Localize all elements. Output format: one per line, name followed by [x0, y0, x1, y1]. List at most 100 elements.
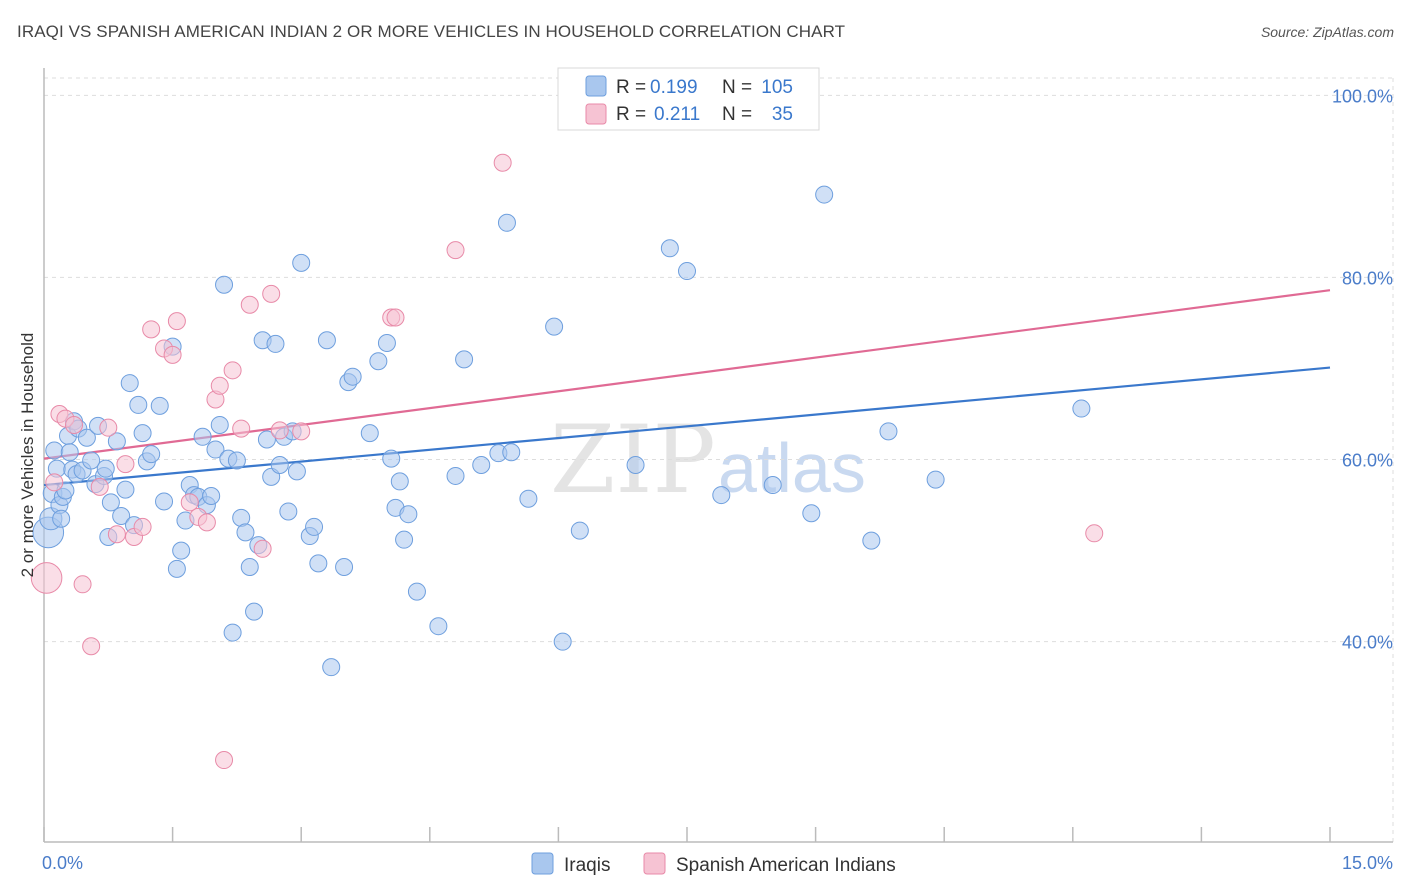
iraqi-point [155, 492, 174, 511]
x-tick-label-min: 0.0% [42, 853, 83, 873]
spanish-american-indian-point [386, 308, 405, 327]
iraqi-point [360, 424, 379, 443]
spanish-american-indian-point [90, 477, 109, 496]
y-tick-label: 40.0% [1342, 633, 1393, 653]
iraqi-point [497, 213, 516, 232]
iraqi-point [82, 451, 101, 470]
iraqi-point [626, 456, 645, 475]
iraqi-point [395, 530, 414, 549]
iraqi-point [150, 396, 169, 415]
spanish-american-indian-point [292, 422, 311, 441]
legend-swatch-iraqis [585, 75, 607, 97]
y-tick-label: 60.0% [1342, 451, 1393, 471]
iraqi-point [305, 517, 324, 536]
iraqi-point [455, 350, 474, 369]
iraqi-point [429, 617, 448, 636]
legend-bottom-label-iraqis: Iraqis [564, 855, 610, 876]
iraqi-trend-line [43, 366, 1331, 487]
legend-n-value-iraqis: 105 [761, 77, 793, 98]
spanish-american-indian-point [215, 751, 234, 770]
iraqi-point [206, 440, 225, 459]
legend-bottom-label-spanish-american-indians: Spanish American Indians [676, 855, 896, 876]
spanish-american-indian-point [73, 575, 92, 594]
grid-lines [44, 77, 1394, 842]
iraqi-point [472, 456, 491, 475]
iraqi-point [215, 275, 234, 294]
legend-n-label-iraqis: N = [722, 77, 752, 98]
iraqi-point [142, 445, 161, 464]
spanish-american-indian-point [223, 361, 242, 380]
iraqi-point [309, 554, 328, 573]
spanish-american-indian-point [116, 455, 135, 474]
legend-n-label-spanish-american-indians: N = [722, 104, 752, 125]
iraqi-point [815, 185, 834, 204]
iraqi-point [279, 502, 298, 521]
y-axis-title: 2 or more Vehicles in Household [18, 333, 37, 578]
iraqi-point [335, 558, 354, 577]
x-tick-label-max: 15.0% [1342, 853, 1393, 873]
iraqi-point [210, 415, 229, 434]
legend-r-label-iraqis: R = [616, 77, 646, 98]
iraqi-point [257, 430, 276, 449]
iraqi-point [1072, 399, 1091, 418]
legend-r-value-iraqis: 0.199 [650, 77, 698, 98]
iraqi-point [172, 541, 191, 560]
legend-r-label-spanish-american-indians: R = [616, 104, 646, 125]
legend-swatch-spanish-american-indians [585, 103, 607, 125]
iraqi-point [223, 623, 242, 642]
legend-r-value-spanish-american-indians: 0.211 [654, 104, 700, 125]
spanish-american-indian-trend-line [43, 289, 1331, 460]
spanish-american-indian-point [167, 312, 186, 331]
legend-bottom-swatch-iraqis [531, 852, 554, 875]
spanish-american-indian-point [210, 376, 229, 395]
iraqi-point [862, 531, 881, 550]
iraqi-point [292, 253, 311, 272]
y-tick-labels: 100.0% 80.0% 60.0% 40.0% [1332, 86, 1393, 652]
iraqi-point [317, 331, 336, 350]
iraqi-point [660, 239, 679, 258]
iraqi-point [343, 367, 362, 386]
spanish-american-indian-point [232, 419, 251, 438]
iraqi-point [107, 432, 126, 451]
iraqi-point [101, 493, 120, 512]
legend-series: Iraqis Spanish American Indians [531, 852, 896, 876]
iraqi-point [553, 632, 572, 651]
iraqi-point [545, 317, 564, 336]
spanish-american-indian-point [65, 415, 84, 434]
spanish-american-indian-point [133, 517, 152, 536]
iraqi-point [802, 504, 821, 523]
iraqi-point [45, 441, 64, 460]
iraqi-point [926, 470, 945, 489]
iraqi-point [167, 559, 186, 578]
iraqi-point [245, 602, 264, 621]
iraqi-point [266, 334, 285, 353]
iraqi-point [112, 507, 131, 526]
iraqi-point [120, 374, 139, 393]
iraqi-point [52, 509, 71, 528]
spanish-american-indian-point [163, 345, 182, 364]
spanish-american-indian-point [240, 295, 259, 314]
chart-title: IRAQI VS SPANISH AMERICAN INDIAN 2 OR MO… [17, 22, 846, 41]
iraqi-point [763, 476, 782, 495]
spanish-american-indian-point [30, 562, 63, 594]
spanish-american-indian-point [253, 539, 272, 558]
iraqi-point [570, 521, 589, 540]
iraqi-point [236, 523, 255, 542]
trend-lines [43, 289, 1331, 487]
spanish-american-indian-point [82, 637, 101, 656]
iraqi-point [879, 422, 898, 441]
spanish-american-indian-point [1085, 524, 1104, 543]
spanish-american-indian-point [493, 153, 512, 172]
axes [43, 68, 1393, 843]
iraqi-point [322, 658, 341, 677]
iraqi-point [116, 480, 135, 499]
spanish-american-indian-point [262, 284, 281, 303]
iraqi-point [77, 428, 96, 447]
iraqi-point [60, 443, 79, 462]
legend-stats: R = 0.199 N = 105 R = 0.211 N = 35 [557, 67, 820, 131]
legend-bottom-swatch-spanish-american-indians [643, 852, 666, 875]
watermark-atlas: atlas [718, 429, 866, 507]
spanish-american-indian-point [142, 320, 161, 339]
iraqi-point [678, 262, 696, 281]
